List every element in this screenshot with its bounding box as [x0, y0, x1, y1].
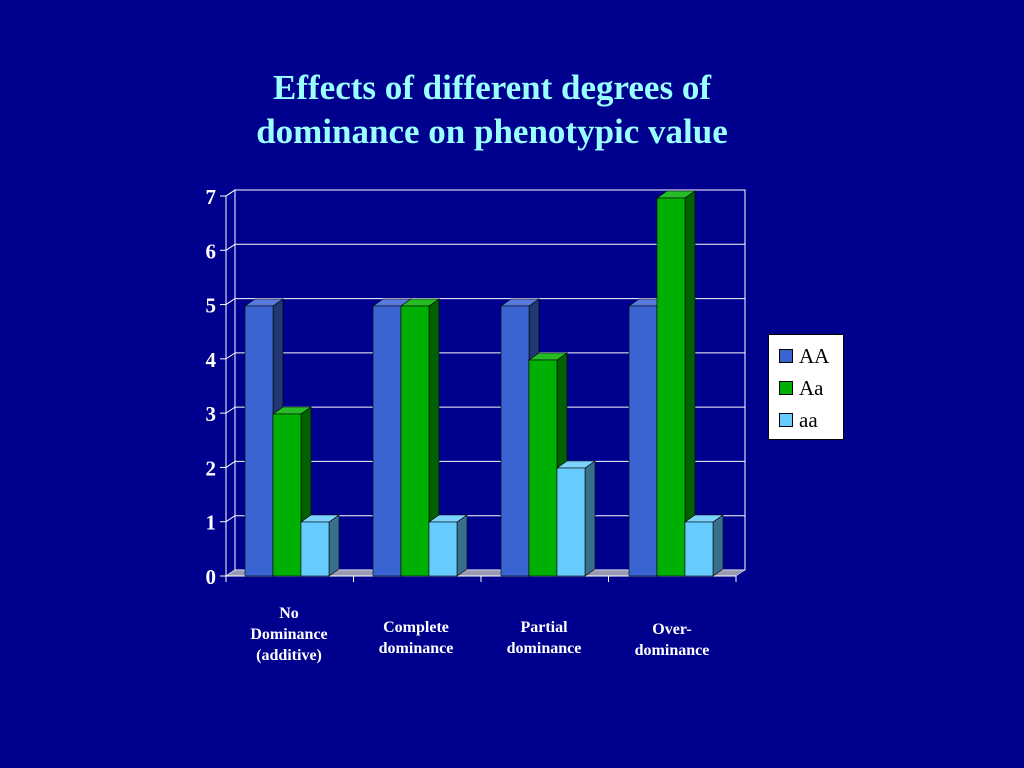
bar-front: [428, 521, 458, 577]
chart-title-line-1: Effects of different degrees of: [273, 68, 711, 107]
bar-Aa-3: [656, 190, 696, 577]
y-tick-label: 0: [206, 565, 217, 589]
bar-Aa-1: [400, 298, 440, 577]
bar-front: [372, 305, 402, 577]
chart-title-line-2: dominance on phenotypic value: [256, 112, 728, 151]
y-tick-label: 1: [206, 511, 217, 535]
bar-front: [556, 467, 586, 577]
y-tick-label: 3: [206, 402, 217, 426]
gridline-side: [225, 461, 236, 468]
chart-legend: AA Aa aa: [768, 334, 844, 440]
gridline-side: [225, 189, 236, 197]
bar-front: [272, 413, 302, 577]
bar-side: [712, 514, 724, 577]
gridline-side: [225, 352, 236, 360]
x-category-line: dominance: [634, 642, 710, 659]
gridline-side: [225, 515, 236, 523]
x-category-line: Over-: [652, 621, 692, 638]
chart-title: Effects of different degrees of dominanc…: [212, 66, 772, 154]
legend-item-AA: AA: [779, 343, 829, 369]
legend-swatch-AA: [779, 349, 793, 363]
bar-front: [500, 305, 530, 577]
y-tick-label: 5: [206, 294, 217, 318]
bar-front: [244, 305, 274, 577]
legend-item-aa: aa: [779, 407, 818, 433]
x-category-line: Dominance: [250, 626, 328, 643]
legend-item-Aa: Aa: [779, 375, 824, 401]
bar-front: [684, 521, 714, 577]
y-tick-label: 7: [206, 185, 217, 209]
bar-front: [300, 521, 330, 577]
x-category-label-partial-dominance: Partial dominance: [484, 617, 604, 659]
bar-front: [528, 359, 558, 577]
bar-aa-1: [428, 514, 468, 577]
legend-label-AA: AA: [799, 343, 830, 368]
bar-aa-3: [684, 514, 724, 577]
gridline-side: [225, 298, 236, 305]
legend-label-aa: aa: [799, 407, 818, 432]
bar-side: [328, 514, 340, 577]
x-category-line: Complete: [383, 619, 449, 636]
legend-swatch-Aa: [779, 381, 793, 395]
gridline-side: [225, 243, 236, 251]
bar-front: [628, 305, 658, 577]
x-category-line: Partial: [520, 619, 568, 636]
x-category-line: dominance: [506, 640, 582, 657]
x-category-line: No: [279, 605, 299, 622]
plot-side-wall: [225, 189, 236, 577]
bar-aa-2: [556, 460, 596, 577]
x-category-line: dominance: [378, 640, 454, 657]
y-tick-label: 6: [206, 239, 217, 263]
y-tick-label: 4: [206, 348, 217, 372]
x-category-label-no-dominance: No Dominance (additive): [229, 603, 349, 666]
legend-label-Aa: Aa: [799, 375, 824, 400]
gridline-side: [225, 406, 236, 414]
bar-aa-0: [300, 514, 340, 577]
bar-front: [400, 305, 430, 577]
y-tick-label: 2: [206, 456, 217, 480]
x-category-label-over-dominance: Over- dominance: [612, 619, 732, 661]
bar-side: [584, 460, 596, 577]
bar-front: [656, 197, 686, 577]
x-category-line: (additive): [256, 647, 322, 664]
bar-side: [456, 514, 468, 577]
legend-swatch-aa: [779, 413, 793, 427]
x-category-label-complete-dominance: Complete dominance: [356, 617, 476, 659]
